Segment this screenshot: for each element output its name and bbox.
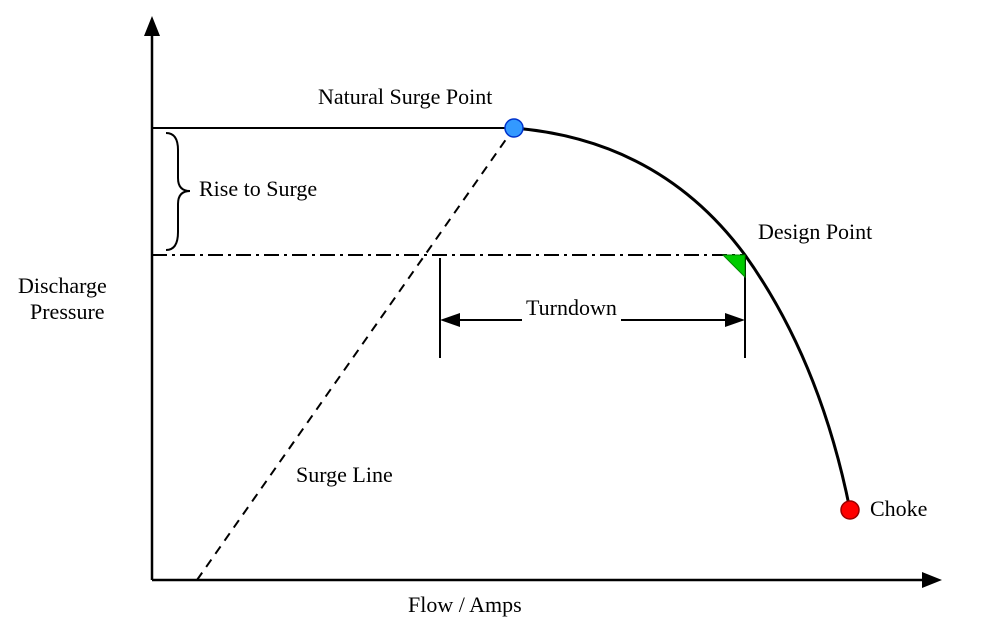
x-axis-arrow (922, 572, 942, 588)
surge-point-label: Natural Surge Point (318, 84, 492, 110)
choke-point-marker (841, 501, 859, 519)
choke-label: Choke (870, 496, 927, 522)
turndown-arrow-right (725, 313, 745, 327)
rise-to-surge-label: Rise to Surge (199, 176, 317, 202)
turndown-label: Turndown (522, 295, 621, 321)
design-point-marker (723, 255, 745, 277)
surge-line-label: Surge Line (296, 462, 393, 488)
turndown-arrow-left (440, 313, 460, 327)
rise-to-surge-brace (166, 133, 190, 250)
x-axis-label: Flow / Amps (408, 592, 522, 618)
design-point-label: Design Point (758, 219, 872, 245)
y-axis-label-line2: Pressure (30, 299, 105, 325)
y-axis-label-line1: Discharge (18, 273, 107, 299)
y-axis-arrow (144, 16, 160, 36)
compressor-map-diagram (0, 0, 998, 644)
surge-point-marker (505, 119, 523, 137)
